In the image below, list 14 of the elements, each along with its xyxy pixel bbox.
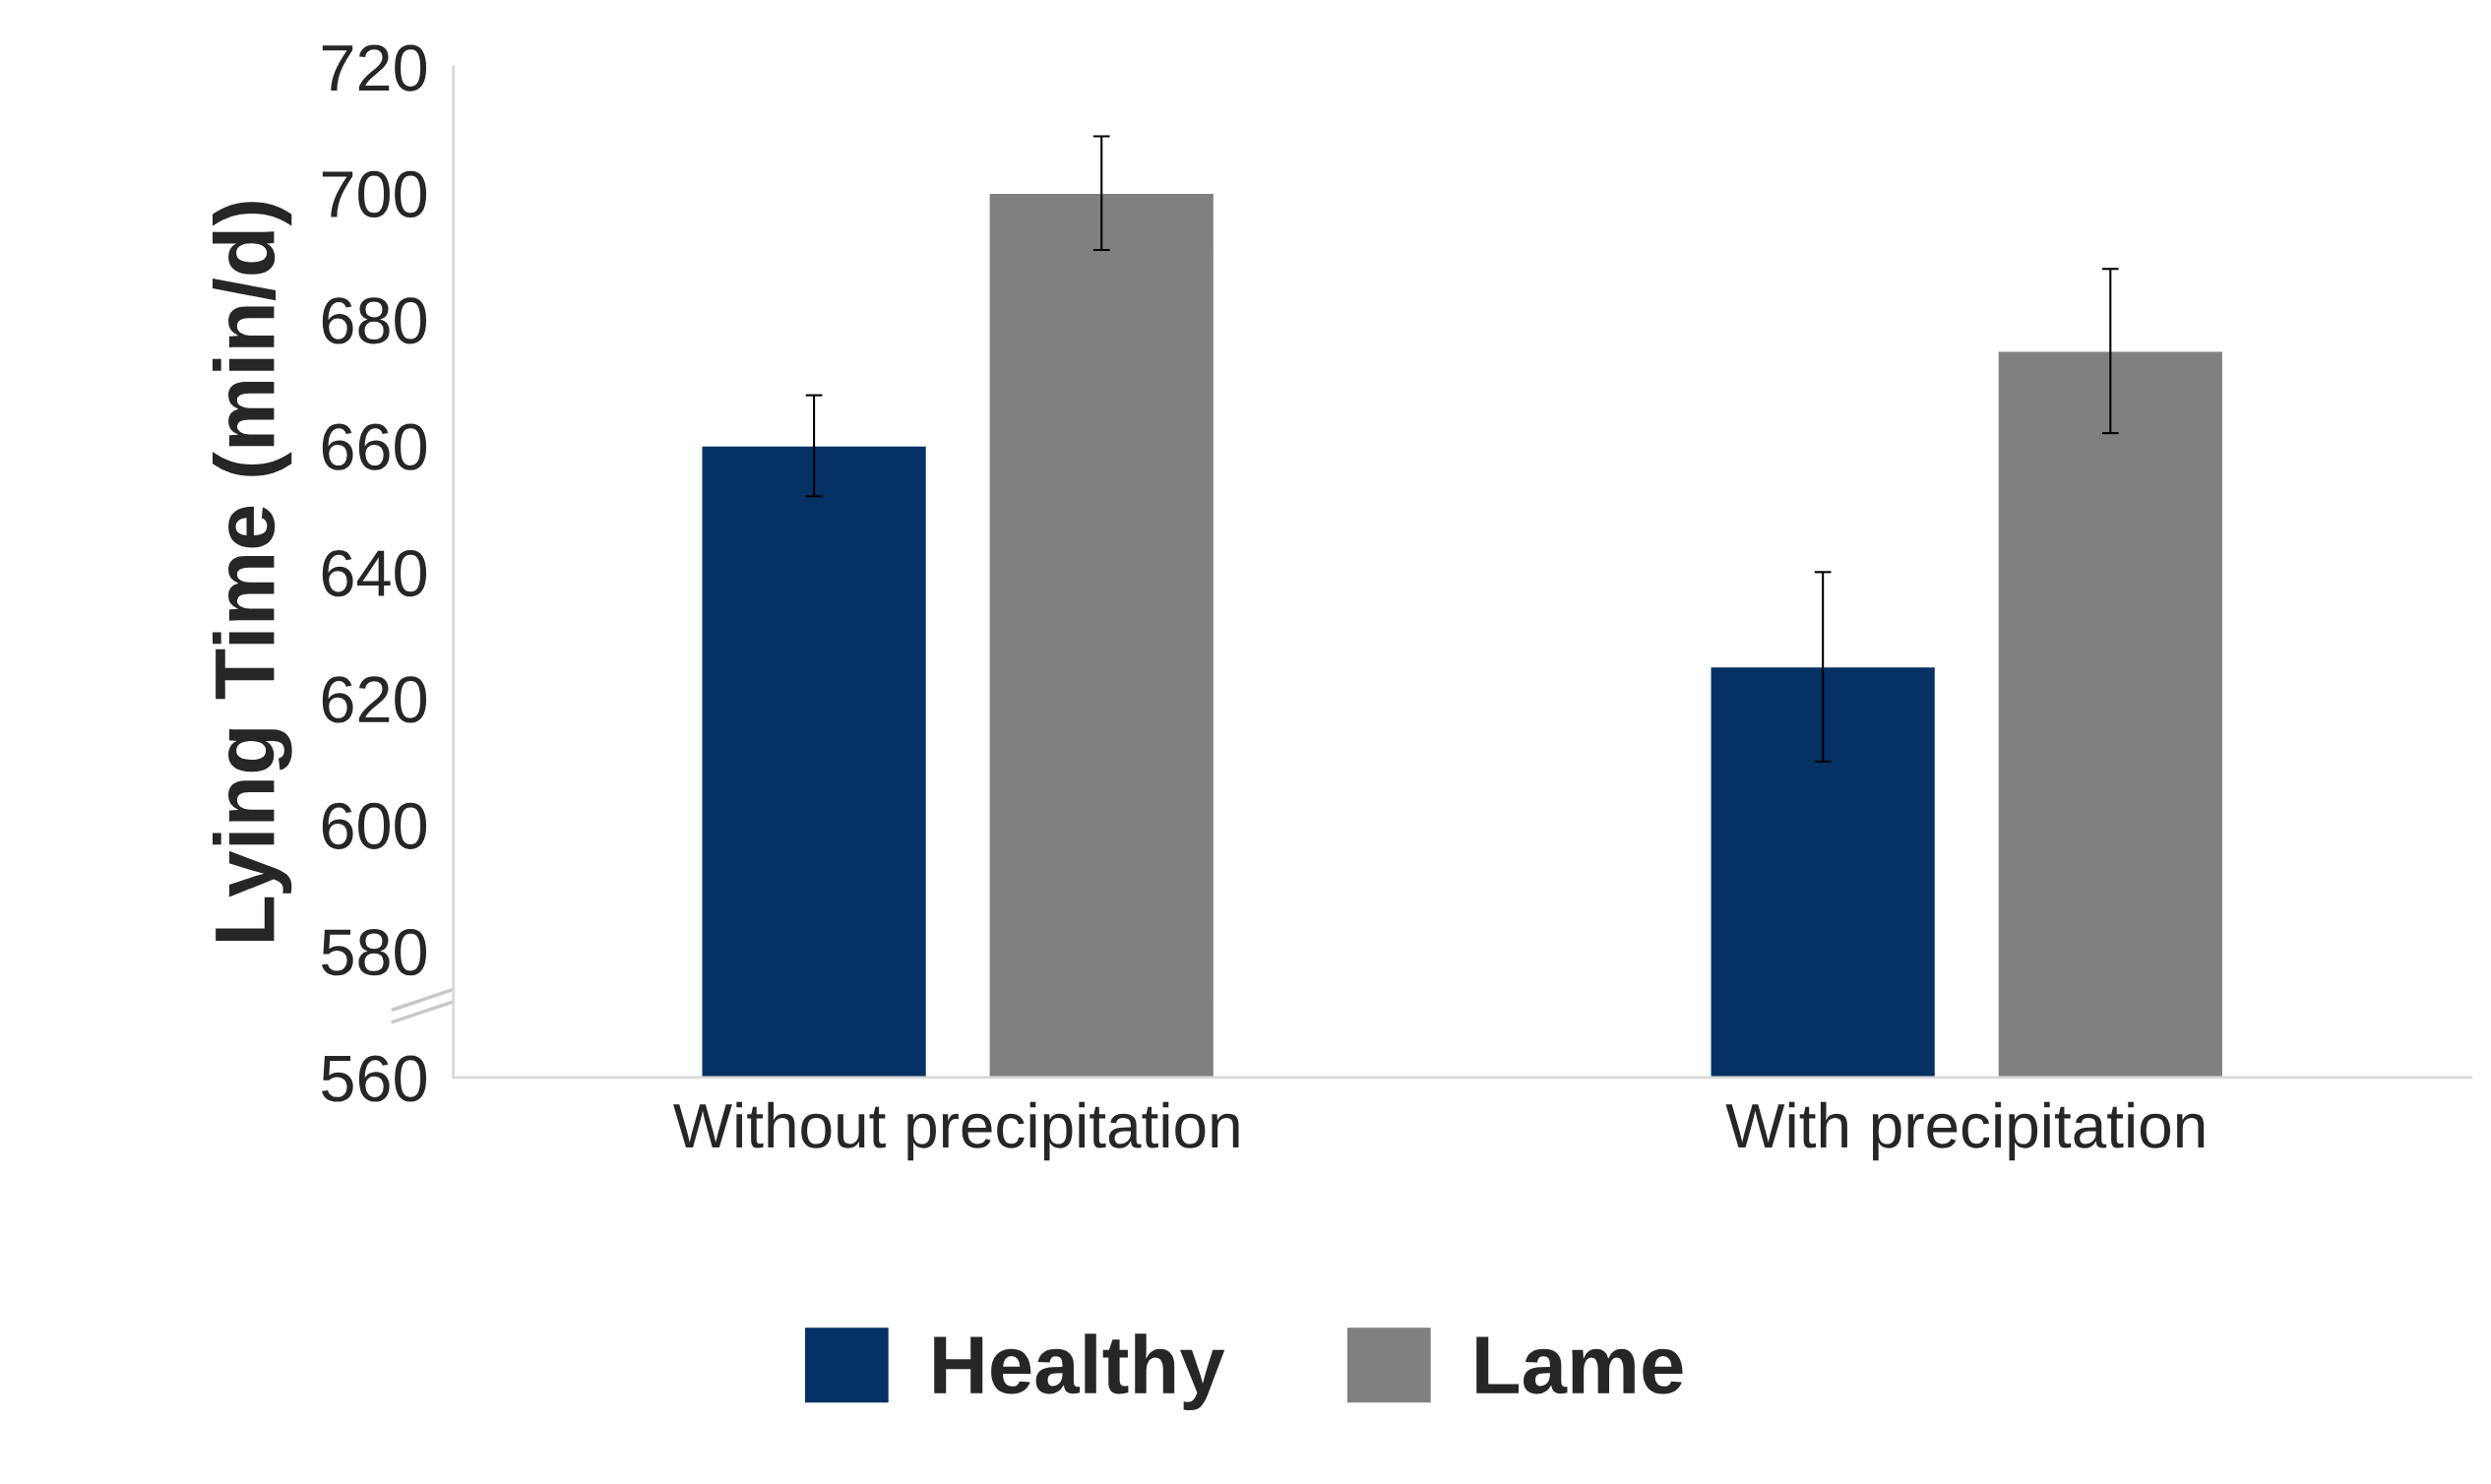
y-tick-label: 720 <box>322 44 427 92</box>
x-tick-label: Without precipitation <box>673 1101 1239 1161</box>
x-tick-label: With precipitation <box>1725 1101 2205 1161</box>
y-axis-title: Lying Time (min/d) <box>213 202 292 941</box>
y-tick-label: 620 <box>322 676 427 723</box>
y-tick-label: 660 <box>322 423 427 470</box>
y-tick-label: 640 <box>322 549 427 597</box>
y-tick-label: 560 <box>322 1055 427 1102</box>
y-tick-label: 680 <box>322 297 427 344</box>
legend-label: Healthy <box>934 1333 1225 1410</box>
y-tick-label: 700 <box>322 170 427 218</box>
y-tick-label: 600 <box>322 802 427 849</box>
y-tick-label: 580 <box>322 929 427 976</box>
legend-label: Lame <box>1476 1336 1683 1394</box>
